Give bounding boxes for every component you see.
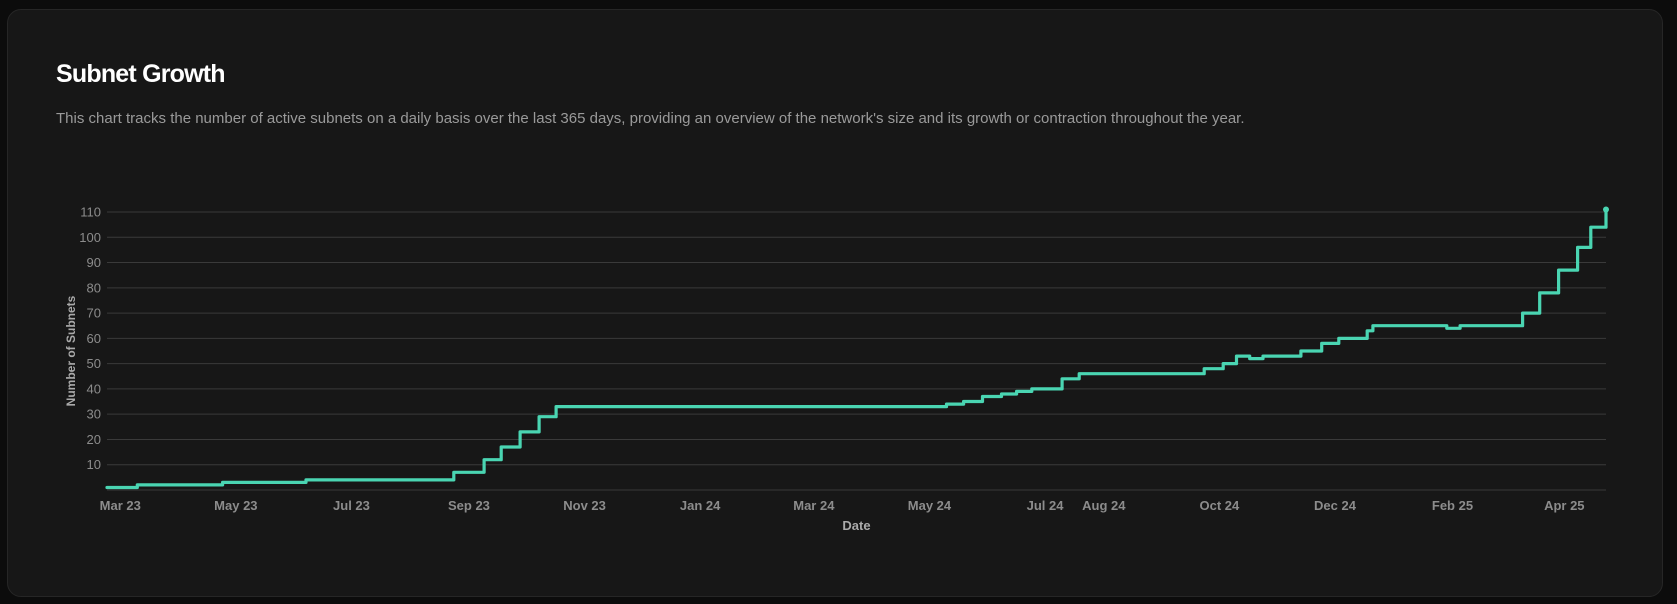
y-tick-label: 10 — [87, 457, 101, 472]
x-tick-label: May 23 — [214, 498, 257, 513]
x-tick-label: Jul 24 — [1027, 498, 1065, 513]
x-axis-label: Date — [842, 518, 870, 533]
y-tick-label: 30 — [87, 407, 101, 422]
x-tick-label: Jul 23 — [333, 498, 370, 513]
y-tick-label: 90 — [87, 255, 101, 270]
y-axis-label: Number of Subnets — [64, 295, 78, 406]
series-end-point — [1603, 206, 1609, 213]
x-tick-label: Mar 23 — [100, 498, 141, 513]
y-tick-label: 80 — [87, 280, 101, 295]
chart-card: Subnet Growth This chart tracks the numb… — [7, 9, 1663, 597]
y-tick-label: 20 — [87, 432, 101, 447]
y-tick-label: 50 — [87, 356, 101, 371]
x-tick-label: May 24 — [908, 498, 952, 513]
x-tick-label: Feb 25 — [1432, 498, 1473, 513]
x-tick-label: Aug 24 — [1082, 498, 1126, 513]
x-tick-label: Apr 25 — [1544, 498, 1584, 513]
y-tick-label: 40 — [87, 381, 101, 396]
y-tick-label: 70 — [87, 306, 101, 321]
y-tick-label: 60 — [87, 331, 101, 346]
card-description: This chart tracks the number of active s… — [56, 110, 1245, 127]
card-title: Subnet Growth — [56, 60, 226, 88]
series-line — [105, 207, 1608, 490]
x-tick-label: Oct 24 — [1200, 498, 1241, 513]
x-tick-label: Mar 24 — [793, 498, 835, 513]
x-tick-label: Jan 24 — [680, 498, 721, 513]
x-tick-label: Sep 23 — [448, 498, 490, 513]
x-tick-label: Dec 24 — [1314, 498, 1357, 513]
x-tick-label: Nov 23 — [563, 498, 606, 513]
y-tick-label: 110 — [80, 205, 101, 220]
y-tick-label: 100 — [79, 230, 101, 245]
